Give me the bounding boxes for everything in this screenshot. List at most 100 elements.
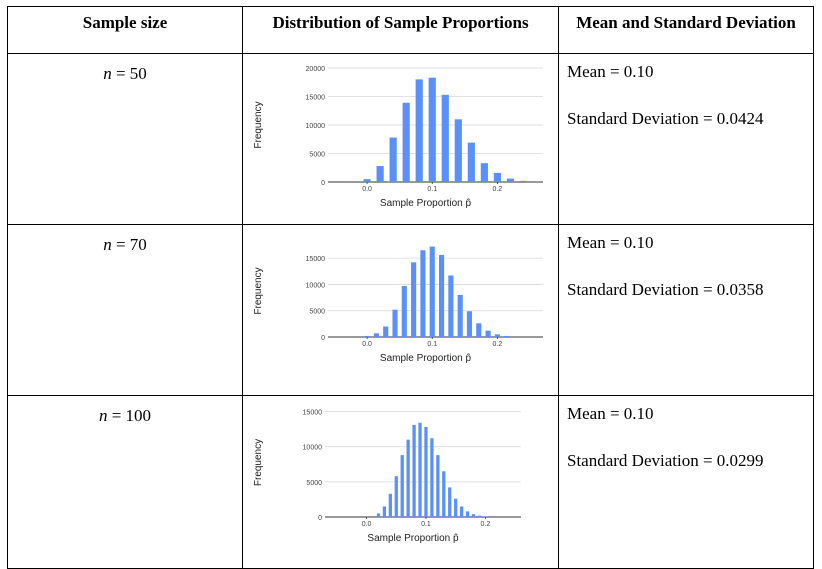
- histogram-bar: [519, 180, 528, 182]
- histogram-chart: 0 5000 10000 15000 0.0 0.1 0.2 Sample Proportio…: [253, 410, 521, 544]
- y-tick-label: 5000: [306, 480, 322, 487]
- y-tick-label: 10000: [306, 123, 326, 130]
- y-tick-label: 0: [321, 180, 325, 187]
- sample-size-cell: n = 50: [7, 53, 243, 225]
- histogram-bar: [415, 79, 423, 182]
- histogram-bar: [494, 334, 500, 337]
- y-tick-label: 0: [318, 515, 322, 522]
- y-axis-label: Frequency: [253, 101, 264, 148]
- histogram-bar: [383, 326, 389, 337]
- header-mean-sd: Mean and Standard Deviation: [558, 6, 814, 54]
- y-tick-label: 5000: [309, 152, 325, 159]
- histogram-bar: [448, 275, 454, 337]
- x-tick-label: 0.1: [427, 186, 437, 193]
- header-sample-size: Sample size: [7, 6, 243, 54]
- x-axis-label: Sample Proportion p̂: [380, 197, 472, 209]
- x-tick-label: 0.2: [493, 186, 503, 193]
- n-value: = 50: [115, 64, 147, 83]
- n-symbol: n: [103, 64, 112, 83]
- chart-cell: 0 5000 10000 15000 0.0 0.1 0.2 Sample Proportio…: [242, 395, 559, 569]
- y-tick-label: 15000: [306, 256, 326, 263]
- histogram-bar: [459, 506, 464, 517]
- histogram-bar: [401, 286, 407, 337]
- x-tick-label: 0.2: [493, 341, 503, 348]
- x-tick-label: 0.1: [427, 341, 437, 348]
- y-axis-label: Frequency: [253, 267, 264, 314]
- y-tick-label: 5000: [309, 309, 325, 316]
- histogram-bar: [406, 439, 410, 517]
- histogram-bar: [394, 476, 398, 517]
- histogram-bar: [467, 142, 475, 182]
- stats-cell: Mean = 0.10 Standard Deviation = 0.0299: [558, 395, 814, 569]
- histogram-bar: [429, 246, 435, 337]
- y-tick-label: 15000: [306, 95, 326, 102]
- sd-text: Standard Deviation = 0.0424: [567, 109, 764, 128]
- header-row: Sample size Distribution of Sample Propo…: [7, 6, 814, 54]
- table-row: n = 50 0 5000 10000 15000 20000 0.0 0.1 0.2 Samp…: [7, 53, 814, 225]
- x-axis-label: Sample Proportion p̂: [367, 532, 459, 544]
- histogram-bar: [402, 102, 410, 182]
- histogram-bar: [480, 163, 488, 182]
- n-symbol: n: [98, 406, 108, 425]
- histogram-bar: [457, 294, 463, 337]
- histogram-bar: [483, 516, 487, 517]
- histogram-bar: [476, 323, 482, 337]
- histogram-bar: [411, 262, 417, 337]
- sample-size-cell: n = 100: [7, 395, 243, 569]
- histogram-bar: [438, 254, 445, 337]
- stats-cell: Mean = 0.10 Standard Deviation = 0.0358: [558, 224, 814, 396]
- histogram-bar: [506, 178, 515, 182]
- histogram-bar: [448, 487, 452, 517]
- histogram-bar: [400, 455, 404, 517]
- x-tick-label: 0.0: [362, 341, 372, 348]
- chart-cell: 0 5000 10000 15000 20000 0.0 0.1 0.2 Sample Prop…: [242, 53, 559, 225]
- table-row: n = 100 0 5000 10000 15000 0.0 0.1 0.2 Sample P…: [7, 395, 814, 569]
- histogram-bar: [466, 311, 473, 337]
- mean-text: Mean = 0.10: [567, 62, 654, 81]
- histogram-bar: [430, 438, 434, 517]
- histogram-bar: [428, 77, 436, 182]
- histogram-bar: [485, 330, 491, 337]
- header-distribution: Distribution of Sample Proportions: [242, 6, 559, 54]
- y-tick-label: 10000: [306, 282, 326, 289]
- table-row: n = 70 0 5000 10000 15000 0.0 0.1 0.2 Sample Pr…: [7, 224, 814, 396]
- n-value: = 100: [111, 406, 152, 425]
- histogram-bar: [376, 166, 384, 182]
- histogram-bar: [420, 250, 426, 337]
- y-tick-label: 0: [321, 335, 325, 342]
- histogram-bar: [392, 309, 398, 337]
- x-axis-label: Sample Proportion p̂: [380, 352, 472, 364]
- histogram-chart: 0 5000 10000 15000 0.0 0.1 0.2 Sample Proportio…: [253, 246, 543, 364]
- chart-cell: 0 5000 10000 15000 0.0 0.1 0.2 Sample Proportio…: [242, 224, 559, 396]
- histogram-chart: 0 5000 10000 15000 20000 0.0 0.1 0.2 Sample Prop…: [253, 66, 543, 209]
- histogram-bar: [454, 119, 462, 182]
- histogram-bar: [364, 335, 370, 337]
- n-symbol: n: [103, 235, 112, 254]
- histogram-bar: [389, 137, 397, 182]
- histogram-bar: [471, 514, 476, 517]
- histogram-bar: [493, 172, 501, 182]
- y-tick-label: 20000: [306, 66, 326, 73]
- sample-size-cell: n = 70: [7, 224, 243, 396]
- histogram-bar: [424, 426, 428, 517]
- x-tick-label: 0.0: [362, 186, 372, 193]
- histogram-bar: [412, 424, 416, 517]
- sd-text: Standard Deviation = 0.0299: [567, 451, 764, 470]
- x-tick-label: 0.1: [421, 521, 431, 528]
- mean-text: Mean = 0.10: [567, 404, 654, 423]
- histogram-bar: [418, 422, 422, 517]
- sd-text: Standard Deviation = 0.0358: [567, 280, 764, 299]
- histogram-bar: [441, 94, 449, 182]
- histogram-bar: [465, 511, 470, 517]
- y-tick-label: 10000: [303, 445, 323, 452]
- x-tick-label: 0.0: [362, 521, 372, 528]
- histogram-bar: [504, 335, 510, 337]
- histogram-bar: [436, 455, 440, 517]
- sampling-table: Sample size Distribution of Sample Propo…: [7, 6, 814, 569]
- x-tick-label: 0.2: [480, 521, 490, 528]
- histogram-bar: [454, 498, 458, 517]
- histogram-bar: [477, 515, 482, 517]
- histogram-bar: [363, 179, 371, 182]
- histogram-bar: [376, 513, 381, 517]
- n-value: = 70: [115, 235, 147, 254]
